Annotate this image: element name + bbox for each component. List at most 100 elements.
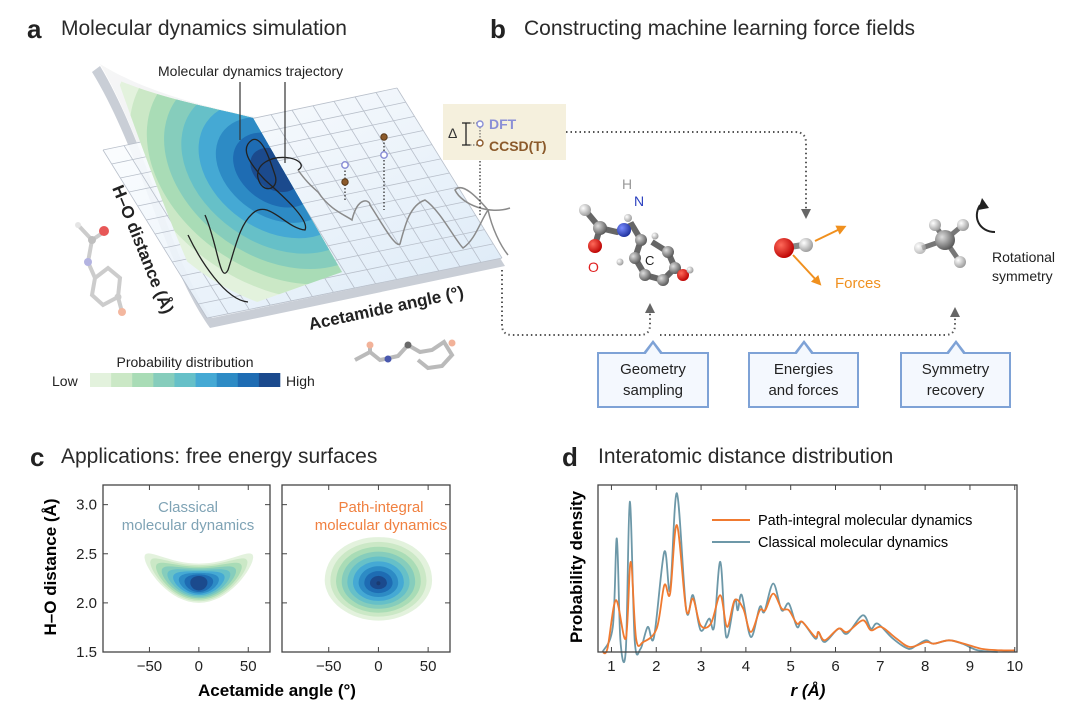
force-arrow-o xyxy=(792,254,822,286)
dft-point xyxy=(341,161,349,169)
rotation-arrow-icon xyxy=(975,204,996,233)
methyl-group-illustration xyxy=(914,198,996,268)
colorbar-swatch xyxy=(90,373,112,387)
legend-label-classical: Classical molecular dynamics xyxy=(758,535,948,551)
x-tick-label: 2 xyxy=(652,658,660,675)
geometry-sampling-line2: sampling xyxy=(622,382,684,399)
x-tick-label: 50 xyxy=(240,658,257,675)
y-tick-label: 2.5 xyxy=(76,546,97,563)
atom-label-h: H xyxy=(622,176,632,192)
delta-symbol: Δ xyxy=(448,125,457,141)
delta-bracket xyxy=(462,122,470,146)
energies-forces-line2: and forces xyxy=(768,382,839,399)
x-tick-label: 0 xyxy=(374,658,382,675)
symmetry-recovery-line2: recovery xyxy=(926,382,985,399)
forces-label: Forces xyxy=(835,275,881,292)
probability-colorbar xyxy=(90,373,281,387)
colorbar-low-label: Low xyxy=(52,373,79,389)
colorbar-swatch xyxy=(153,373,175,387)
classical-fes-plot: −50 0 50 1.5 2.0 2.5 3.0 xyxy=(76,484,271,675)
y-tick-label: 2.0 xyxy=(76,595,97,612)
symmetry-recovery-box: Symmetry recovery xyxy=(900,340,1011,408)
interatomic-distance-chart: Probability density r (Å) 1 2 3 4 5 6 7 8 9 10 Pa… xyxy=(567,484,1023,700)
ccsd-marker xyxy=(476,139,484,147)
fes-y-axis-label: H–O distance (Å) xyxy=(41,499,60,636)
contour-minimum xyxy=(376,581,381,586)
x-tick-label: 7 xyxy=(876,658,884,675)
contour-level xyxy=(190,576,208,591)
colorbar-swatch xyxy=(237,373,260,387)
rdf-y-axis-label: Probability density xyxy=(567,490,586,643)
geometry-sampling-box: Geometry sampling xyxy=(597,340,709,408)
rotational-label-line1: Rotational xyxy=(992,249,1055,265)
geometry-sampling-line1: Geometry xyxy=(620,361,686,378)
panel-b-title: Constructing machine learning force fiel… xyxy=(524,17,916,40)
dft-points xyxy=(341,133,388,186)
pimd-fes-plot: −50 0 50 xyxy=(281,484,451,675)
panel-c-title: Applications: free energy surfaces xyxy=(61,445,378,468)
fes-x-axis-label: Acetamide angle (°) xyxy=(198,681,356,700)
x-tick-label: 9 xyxy=(966,658,974,675)
x-tick-label: 4 xyxy=(742,658,750,675)
panel-d-title: Interatomic distance distribution xyxy=(598,445,894,468)
rdf-x-axis-label: r (Å) xyxy=(791,681,826,700)
flow-line-to-symmetry xyxy=(660,307,960,336)
x-tick-label: 1 xyxy=(607,658,615,675)
flow-arrow-to-forces xyxy=(566,131,811,219)
trajectory-label: Molecular dynamics trajectory xyxy=(158,63,343,79)
dft-point xyxy=(380,151,388,159)
plot-frame xyxy=(597,484,1018,653)
flow-line-bottom xyxy=(501,270,655,336)
classical-label-line2: molecular dynamics xyxy=(122,517,255,534)
panels-ab-illustration: Δ DFT CCSD(T) H–O distance (Å) Acetamide… xyxy=(52,63,1055,389)
x-tick-label: −50 xyxy=(316,658,341,675)
rotational-label-line2: symmetry xyxy=(992,268,1053,284)
plot-frame xyxy=(102,484,271,653)
y-tick-label: 1.5 xyxy=(76,644,97,661)
x-tick-label: 6 xyxy=(831,658,839,675)
symmetry-recovery-line1: Symmetry xyxy=(921,361,990,378)
x-tick-label: 0 xyxy=(195,658,203,675)
x-tick-label: −50 xyxy=(137,658,162,675)
dft-label: DFT xyxy=(489,116,517,132)
panel-c-letter: c xyxy=(30,442,45,472)
ccsd-point xyxy=(380,133,388,141)
acetamide-molecule-vertical xyxy=(75,222,126,316)
plot-frame xyxy=(281,484,451,653)
series-line-pimd xyxy=(601,524,1015,655)
energies-forces-box: Energies and forces xyxy=(748,340,859,408)
atom-label-c: C xyxy=(645,253,654,268)
colorbar-high-label: High xyxy=(286,373,315,389)
x-tick-label: 8 xyxy=(921,658,929,675)
colorbar-swatch xyxy=(216,373,239,387)
hydroxyl-forces-illustration xyxy=(774,225,847,286)
colorbar-swatch xyxy=(132,373,154,387)
classical-label-line1: Classical xyxy=(158,499,218,516)
colorbar-swatch xyxy=(258,373,281,387)
force-arrow-h xyxy=(814,225,847,242)
dft-ccsd-legend-box xyxy=(443,104,566,160)
panel-a-letter: a xyxy=(27,14,42,44)
x-tick-label: 3 xyxy=(697,658,705,675)
atom-label-o: O xyxy=(588,259,599,275)
x-tick-label: 50 xyxy=(420,658,437,675)
panel-b-letter: b xyxy=(490,14,506,44)
colorbar-title: Probability distribution xyxy=(117,354,254,370)
colorbar-swatch xyxy=(195,373,217,387)
colorbar-swatch xyxy=(111,373,133,387)
pimd-label-line2: molecular dynamics xyxy=(315,517,448,534)
y-tick-label: 3.0 xyxy=(76,497,97,514)
rotation-arrowhead-icon xyxy=(978,198,989,210)
atom-label-n: N xyxy=(634,193,644,209)
trajectory-gray xyxy=(297,169,511,256)
sampled-molecule-3d xyxy=(579,204,694,286)
pimd-label-line1: Path-integral xyxy=(338,499,423,516)
ccsd-label: CCSD(T) xyxy=(489,138,547,154)
panel-d-letter: d xyxy=(562,442,578,472)
acetamide-molecule-horizontal xyxy=(354,339,456,371)
legend-label-pimd: Path-integral molecular dynamics xyxy=(758,513,972,529)
x-tick-label: 5 xyxy=(787,658,795,675)
series-line-classical xyxy=(601,492,998,664)
panel-a-title: Molecular dynamics simulation xyxy=(61,17,347,40)
free-energy-surfaces-chart: −50 0 50 1.5 2.0 2.5 3.0 −50 0 50 Classical mole… xyxy=(41,484,451,700)
